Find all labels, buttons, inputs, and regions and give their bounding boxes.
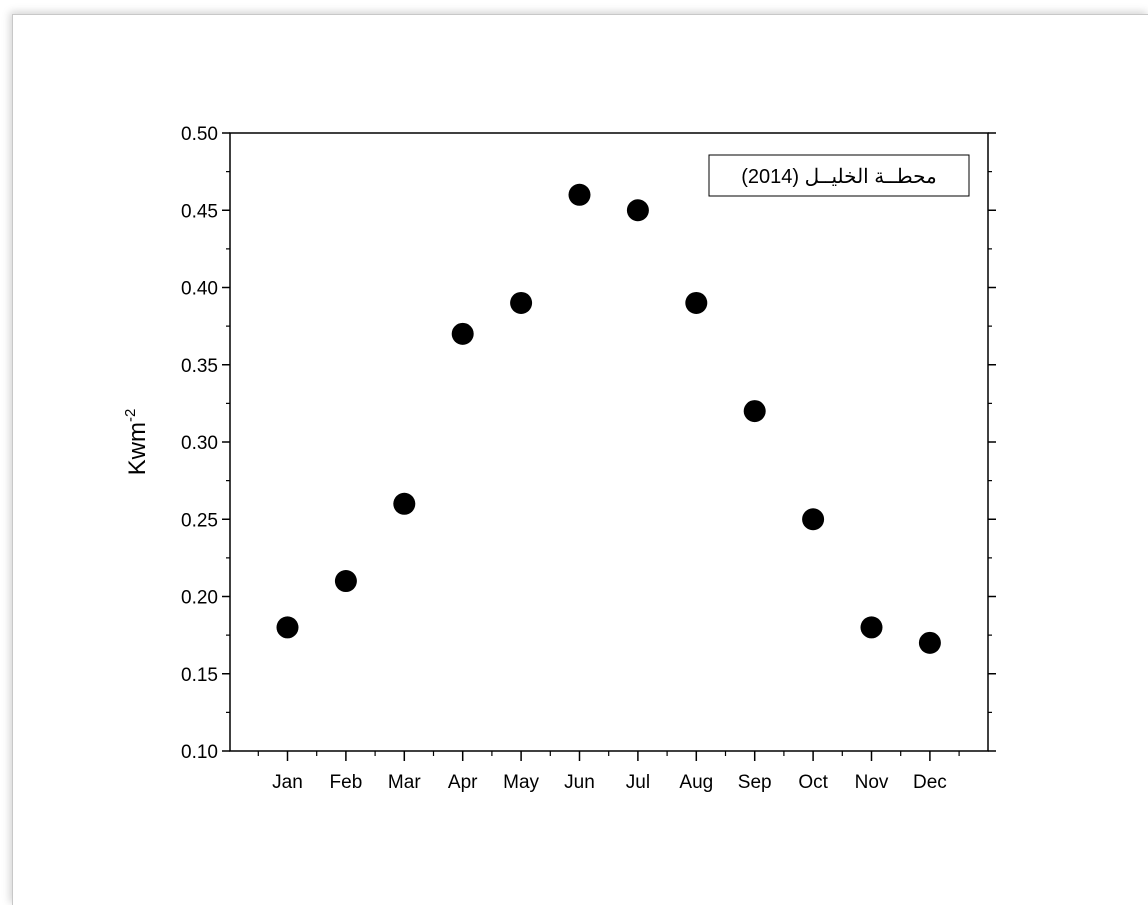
point-jun [568,183,591,206]
y-axis-ticks: 0.10 0.15 0.20 0.25 0.30 0.35 0.40 0.45 0.50 [181,124,996,763]
y-tick-label: 0.25 [181,510,218,531]
point-oct [802,508,825,531]
point-aug [685,291,708,314]
x-tick-label-oct: Oct [798,772,828,793]
x-tick-label-feb: Feb [330,772,363,793]
legend-box [708,154,970,197]
y-tick-label: 0.40 [181,279,218,300]
y-tick-label: 0.30 [181,433,218,454]
x-tick-label-apr: Apr [448,772,478,793]
y-tick-label: 0.10 [181,742,218,763]
point-jan [276,616,299,639]
x-tick-label-jun: Jun [564,772,595,793]
x-tick-label-may: May [503,772,539,793]
y-tick-label: 0.45 [181,201,218,222]
plot-area-border [229,132,989,752]
point-nov [860,616,883,639]
y-tick-label: 0.35 [181,356,218,377]
point-mar [393,492,416,515]
y-tick-label: 0.50 [181,124,218,145]
y-tick-label: 0.20 [181,588,218,609]
y-axis-title-exponent: -2 [122,409,139,422]
x-tick-label-dec: Dec [913,772,947,793]
x-tick-label-jan: Jan [272,772,303,793]
x-tick-label-nov: Nov [855,772,889,793]
x-tick-label-mar: Mar [388,772,421,793]
point-apr [451,322,474,345]
x-tick-label-jul: Jul [626,772,650,793]
y-axis-title-base: Kwm [124,422,151,475]
y-tick-label: 0.15 [181,665,218,686]
x-tick-label-sep: Sep [738,772,772,793]
point-sep [743,400,766,423]
x-tick-label-aug: Aug [679,772,713,793]
legend: محطــة الخليــل (2014) [708,154,970,197]
y-axis-title: Kwm-2 [122,409,151,476]
point-may [510,291,533,314]
point-jul [626,199,649,222]
point-feb [334,570,357,593]
legend-label: محطــة الخليــل (2014) [741,166,937,188]
x-axis-ticks: Jan Feb Mar Apr May Jun Jul Aug Sep Oct Nov Dec [257,751,960,793]
data-points [276,183,941,654]
point-dec [918,631,941,654]
